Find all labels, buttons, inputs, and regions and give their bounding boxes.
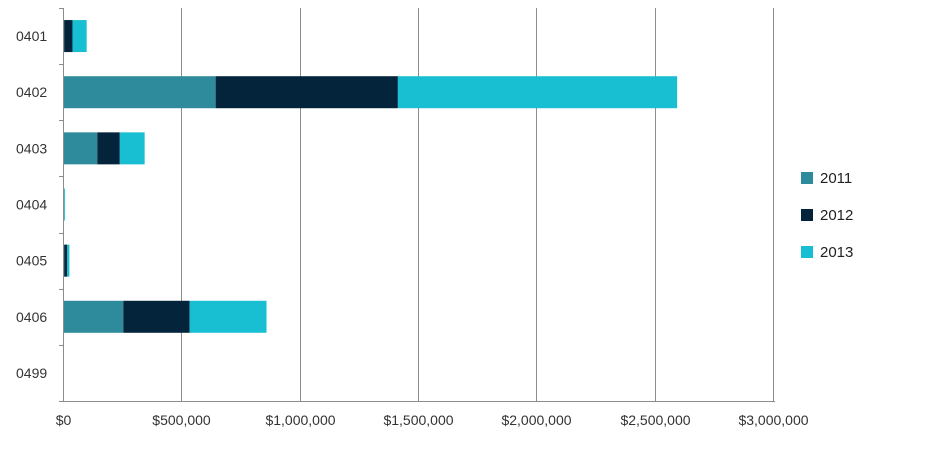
bar-segment-0403-2011 bbox=[63, 132, 98, 165]
legend-swatch-2011 bbox=[801, 172, 813, 184]
bar-segment-0406-2013 bbox=[189, 300, 267, 333]
bar-segment-0404-2013 bbox=[63, 188, 65, 221]
y-tick-label: 0404 bbox=[16, 197, 47, 213]
bar-segment-0401-2012 bbox=[64, 20, 73, 53]
y-tick-label: 0499 bbox=[16, 365, 47, 381]
y-tick-label: 0406 bbox=[16, 309, 47, 325]
bar-segment-0405-2012 bbox=[64, 244, 68, 277]
x-tick-label: $1,000,000 bbox=[265, 412, 335, 428]
legend-swatch-2013 bbox=[801, 246, 813, 258]
bars bbox=[63, 20, 678, 333]
bar-segment-0402-2013 bbox=[397, 76, 678, 109]
y-tick-label: 0402 bbox=[16, 84, 47, 100]
bar-segment-0402-2011 bbox=[63, 76, 216, 109]
legend-swatch-2012 bbox=[801, 209, 813, 221]
legend-label-2013: 2013 bbox=[820, 244, 853, 261]
bar-segment-0403-2013 bbox=[119, 132, 145, 165]
bar-segment-0401-2013 bbox=[72, 20, 87, 53]
x-tick-label: $1,500,000 bbox=[383, 412, 453, 428]
x-tick-label: $2,500,000 bbox=[620, 412, 690, 428]
bar-segment-0406-2011 bbox=[63, 300, 124, 333]
legend-label-2011: 2011 bbox=[820, 170, 852, 187]
legend-label-2012: 2012 bbox=[820, 207, 853, 224]
x-tick-label: $2,000,000 bbox=[501, 412, 571, 428]
x-tick-label: $3,000,000 bbox=[738, 412, 808, 428]
x-tick-label: $500,000 bbox=[152, 412, 211, 428]
gridlines bbox=[181, 8, 774, 401]
axes: $0 $500,000 $1,000,000 $1,500,000 $2,000,000… bbox=[16, 8, 809, 428]
bar-segment-0402-2012 bbox=[215, 76, 398, 109]
bar-segment-0403-2012 bbox=[97, 132, 120, 165]
bar-segment-0405-2013 bbox=[67, 244, 70, 277]
legend: 2011 2012 2013 bbox=[801, 170, 853, 261]
x-tick-label: $0 bbox=[56, 412, 72, 428]
y-tick-label: 0405 bbox=[16, 253, 47, 269]
y-tick-label: 0403 bbox=[16, 140, 47, 156]
bar-segment-0406-2012 bbox=[123, 300, 190, 333]
y-tick-label: 0401 bbox=[16, 28, 47, 44]
